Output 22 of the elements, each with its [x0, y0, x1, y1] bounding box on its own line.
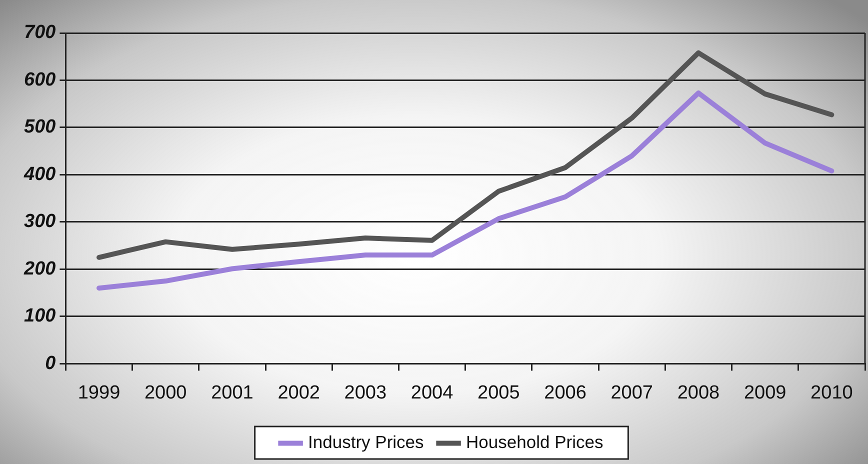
legend-label: Industry Prices	[308, 432, 424, 452]
y-tick-label: 100	[24, 306, 56, 327]
x-tick-label: 2003	[344, 382, 387, 404]
x-tick-label: 2006	[544, 382, 586, 404]
y-tick-label: 400	[23, 164, 56, 185]
y-tick-label: 0	[45, 352, 56, 374]
y-tick-label: 600	[24, 69, 56, 90]
x-tick-label: 2009	[744, 382, 786, 404]
x-tick-label: 2002	[278, 382, 320, 404]
x-tick-label: 2008	[677, 382, 720, 404]
x-tick-label: 2007	[610, 382, 654, 404]
y-tick-label: 300	[24, 211, 56, 232]
y-tick-label: 200	[23, 258, 56, 280]
x-tick-label: 2001	[211, 382, 254, 404]
legend-label: Household Prices	[466, 432, 604, 452]
y-tick-label: 500	[24, 116, 56, 138]
x-tick-label: 2000	[144, 382, 187, 404]
x-tick-label: 2004	[410, 382, 454, 404]
x-tick-label: 2010	[810, 382, 853, 404]
x-tick-label: 1999	[78, 382, 120, 404]
x-tick-label: 2005	[478, 382, 520, 404]
y-tick-label: 700	[24, 22, 56, 44]
